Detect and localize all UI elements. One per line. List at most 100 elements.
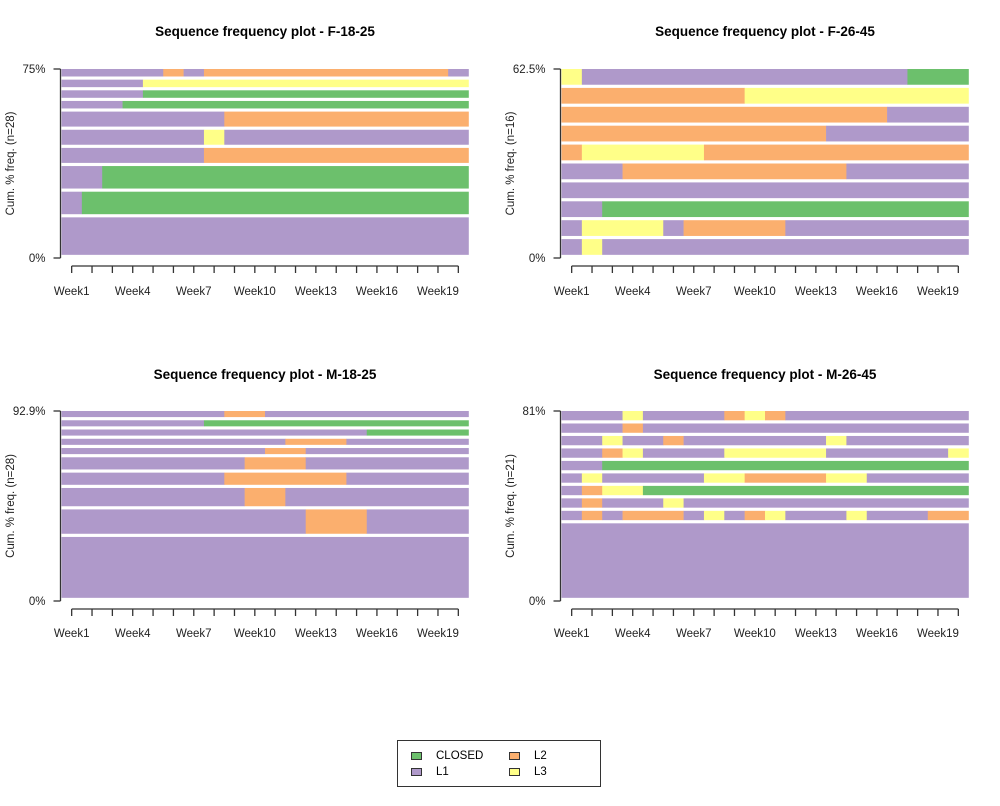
state-segment-l3 bbox=[744, 87, 969, 104]
y-axis-label: Cum. % freq. (n=16) bbox=[505, 111, 517, 215]
x-tick-label: Week19 bbox=[417, 286, 459, 298]
state-segment-l3 bbox=[744, 411, 766, 421]
sequence-row bbox=[61, 147, 469, 163]
state-segment-l1 bbox=[561, 239, 583, 255]
state-segment-l2 bbox=[765, 411, 786, 421]
sequence-row bbox=[61, 457, 469, 470]
state-segment-l2 bbox=[581, 485, 603, 496]
state-segment-l2 bbox=[561, 106, 888, 123]
state-segment-l1 bbox=[61, 166, 103, 189]
state-segment-l1 bbox=[622, 435, 664, 446]
sequence-row bbox=[561, 182, 969, 199]
state-segment-l1 bbox=[61, 111, 225, 127]
sequence-row bbox=[561, 201, 969, 218]
sequence-row bbox=[61, 472, 469, 485]
sequence-row bbox=[561, 448, 969, 458]
state-segment-l3 bbox=[703, 510, 725, 521]
sequence-row bbox=[561, 423, 969, 433]
state-segment-l1 bbox=[561, 498, 583, 508]
state-segment-l2 bbox=[622, 423, 644, 433]
state-segment-l3 bbox=[724, 448, 827, 458]
state-segment-l2 bbox=[744, 510, 766, 521]
state-segment-closed bbox=[907, 69, 969, 85]
state-segment-l2 bbox=[203, 147, 469, 163]
state-segment-l2 bbox=[285, 438, 347, 445]
state-segment-closed bbox=[602, 201, 969, 218]
legend-swatch-l1 bbox=[411, 768, 422, 776]
state-segment-l1 bbox=[448, 69, 469, 77]
state-segment-l2 bbox=[561, 125, 827, 142]
state-segment-l1 bbox=[224, 129, 469, 145]
sequence-row bbox=[561, 435, 969, 446]
state-segment-l1 bbox=[61, 69, 164, 77]
x-tick-label: Week7 bbox=[676, 628, 712, 640]
state-segment-l3 bbox=[581, 220, 664, 236]
y-axis-label: Cum. % freq. (n=21) bbox=[505, 454, 517, 558]
x-tick-label: Week10 bbox=[734, 628, 776, 640]
state-segment-l3 bbox=[142, 79, 469, 88]
state-segment-l1 bbox=[265, 411, 469, 418]
state-segment-l1 bbox=[61, 147, 205, 163]
sequence-row bbox=[561, 239, 969, 255]
state-segment-l3 bbox=[703, 473, 745, 483]
sequence-row bbox=[61, 217, 469, 255]
sequence-row bbox=[61, 111, 469, 127]
legend-label-l3: L3 bbox=[534, 766, 547, 778]
state-segment-l2 bbox=[703, 144, 969, 161]
legend-swatch-closed bbox=[411, 752, 422, 760]
state-segment-l1 bbox=[183, 69, 205, 77]
state-segment-l1 bbox=[602, 473, 705, 483]
state-segment-l1 bbox=[561, 510, 583, 521]
state-segment-l2 bbox=[581, 510, 603, 521]
sequence-row bbox=[561, 220, 969, 236]
state-segment-l2 bbox=[663, 435, 684, 446]
sequence-row bbox=[61, 100, 469, 109]
state-segment-l1 bbox=[61, 217, 469, 255]
state-segment-closed bbox=[102, 166, 469, 189]
state-segment-l1 bbox=[887, 106, 969, 123]
state-segment-l1 bbox=[561, 182, 969, 199]
legend-swatch-l3 bbox=[509, 768, 520, 776]
state-segment-l1 bbox=[663, 220, 684, 236]
x-tick-label: Week4 bbox=[615, 286, 651, 298]
state-segment-l2 bbox=[305, 509, 368, 534]
x-tick-label: Week1 bbox=[554, 286, 590, 298]
state-segment-closed bbox=[122, 100, 469, 109]
state-segment-l1 bbox=[683, 435, 827, 446]
x-tick-label: Week7 bbox=[176, 286, 212, 298]
x-tick-label: Week10 bbox=[234, 286, 276, 298]
state-segment-l1 bbox=[561, 448, 603, 458]
state-segment-l2 bbox=[744, 473, 827, 483]
chart-title: Sequence frequency plot - M-18-25 bbox=[154, 367, 377, 382]
state-segment-l1 bbox=[724, 510, 745, 521]
state-segment-l1 bbox=[61, 429, 368, 436]
x-tick-label: Week19 bbox=[417, 628, 459, 640]
sequence-row bbox=[561, 498, 969, 508]
x-tick-label: Week7 bbox=[676, 286, 712, 298]
y-tick-label-top: 81% bbox=[522, 406, 545, 418]
sequence-row bbox=[561, 87, 969, 104]
state-segment-l2 bbox=[224, 411, 266, 418]
state-segment-l1 bbox=[561, 435, 603, 446]
x-tick-label: Week16 bbox=[856, 286, 898, 298]
x-tick-label: Week13 bbox=[795, 286, 837, 298]
state-segment-l2 bbox=[581, 498, 603, 508]
state-segment-l2 bbox=[602, 448, 623, 458]
x-tick-label: Week4 bbox=[115, 628, 151, 640]
state-segment-l1 bbox=[846, 163, 969, 180]
state-segment-l3 bbox=[581, 144, 705, 161]
state-segment-l1 bbox=[366, 509, 469, 534]
y-axis-label: Cum. % freq. (n=28) bbox=[5, 111, 17, 215]
state-segment-l2 bbox=[622, 510, 684, 521]
state-segment-l1 bbox=[61, 191, 83, 215]
state-segment-closed bbox=[602, 460, 969, 471]
x-tick-label: Week13 bbox=[295, 286, 337, 298]
sequence-row bbox=[61, 191, 469, 215]
y-tick-label-top: 62.5% bbox=[513, 64, 546, 76]
state-segment-closed bbox=[366, 429, 469, 436]
x-tick-label: Week19 bbox=[917, 286, 959, 298]
x-tick-label: Week16 bbox=[356, 286, 398, 298]
state-segment-l1 bbox=[642, 448, 725, 458]
state-segment-closed bbox=[203, 420, 469, 427]
sequence-row bbox=[561, 411, 969, 421]
